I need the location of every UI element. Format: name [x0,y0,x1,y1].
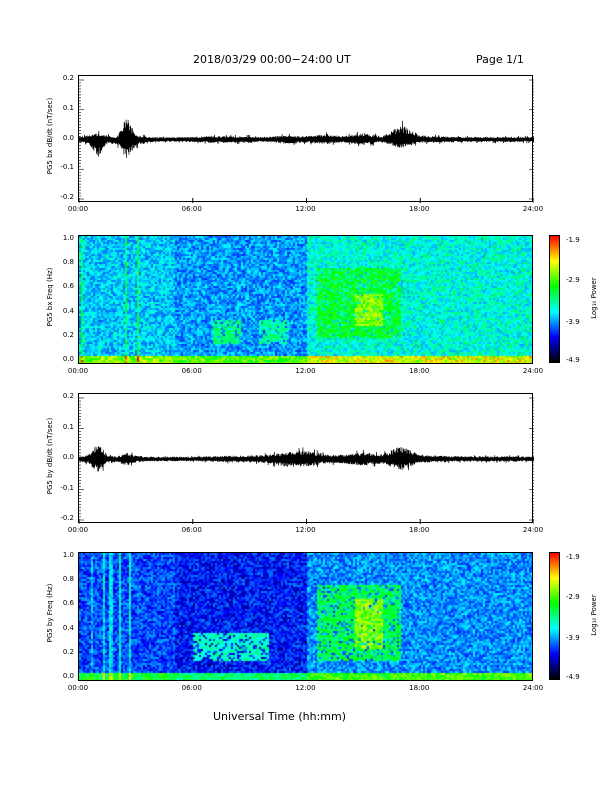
dbdt-trace [79,119,534,158]
bx-freq-ytick: 0.8 [62,258,74,267]
bx-colorbar-title: Log₁₀ Power [590,277,598,319]
by-freq-ytick: 0.4 [62,623,74,632]
bx-freq-xtick: 24:00 [522,367,544,375]
bx-freq-ytick: 0.2 [62,330,74,339]
bx-dbdt-xtick: 12:00 [295,205,316,213]
by-dbdt-plot [79,397,534,524]
by-freq-ytick: 0.8 [62,575,74,584]
bx-dbdt-ytick: -0.2 [60,193,74,201]
bx-dbdt-panel [78,75,534,203]
by-colorbar-tick: -2.9 [566,593,580,601]
by-dbdt-xtick: 06:00 [181,526,202,534]
plot-title: 2018/03/29 00:00−24:00 UT [193,53,351,66]
by-dbdt-ytick: -0.1 [60,483,74,492]
by-dbdt-xtick: 18:00 [409,526,430,534]
bx-freq-xtick: 06:00 [181,367,202,375]
by-colorbar-tick: -3.9 [566,634,580,642]
by-freq-xtick: 18:00 [409,684,430,692]
bx-dbdt-xtick: 00:00 [67,205,89,213]
by-dbdt-ytick: 0.0 [62,453,74,461]
bx-spectrogram [79,236,532,363]
bx-colorbar-tick: -4.9 [566,356,580,364]
bx-freq-ytick: 0.6 [62,282,74,291]
by-dbdt-xtick: 12:00 [295,526,316,534]
bx-freq-ytick: 1.0 [62,234,74,242]
by-colorbar-title: Log₁₀ Power [590,594,598,636]
bx-freq-panel [78,235,533,364]
bx-freq-xtick: 12:00 [295,367,316,375]
bx-colorbar-tick: -2.9 [566,276,580,284]
x-axis-title: Universal Time (hh:mm) [213,710,346,723]
dbdt-trace [79,446,534,472]
bx-dbdt-ytick: -0.1 [60,163,74,172]
bx-dbdt-ytick: 0.2 [62,74,74,82]
bx-colorbar [549,235,560,363]
by-freq-ytick: 0.2 [62,647,74,656]
bx-dbdt-ytick: 0.0 [62,133,74,142]
by-dbdt-ytick: -0.2 [60,514,74,522]
bx-freq-xtick: 00:00 [67,367,89,375]
by-colorbar-tick: -1.9 [566,553,580,561]
bx-freq-ytick: 0.0 [62,355,74,363]
by-colorbar [549,552,560,680]
bx-colorbar-tick: -1.9 [566,236,580,244]
by-colorbar-tick: -4.9 [566,673,580,681]
by-freq-ytick: 1.0 [62,551,74,559]
bx-dbdt-ytick: 0.1 [62,103,74,112]
by-freq-xtick: 24:00 [522,684,544,692]
bx-freq-ytick: 0.4 [62,306,74,315]
page-number: Page 1/1 [476,53,524,66]
bx-dbdt-xtick: 18:00 [409,205,430,213]
by-freq-xtick: 12:00 [295,684,316,692]
by-freq-xtick: 00:00 [67,684,89,692]
bx-dbdt-xtick: 24:00 [522,205,544,213]
by-dbdt-xtick: 00:00 [67,526,89,534]
by-freq-ytick: 0.6 [62,599,74,608]
bx-freq-xtick: 18:00 [409,367,430,375]
by-freq-ytick: 0.0 [62,672,74,680]
by-spectrogram [79,553,532,680]
bx-dbdt-xtick: 06:00 [181,205,202,213]
by-dbdt-panel [78,393,534,524]
by-freq-panel [78,552,533,681]
by-freq-xtick: 06:00 [181,684,202,692]
bx-dbdt-plot [79,79,534,203]
bx-colorbar-tick: -3.9 [566,318,580,326]
by-dbdt-ytick: 0.1 [62,422,74,431]
by-dbdt-xtick: 24:00 [522,526,544,534]
by-dbdt-ytick: 0.2 [62,392,74,400]
